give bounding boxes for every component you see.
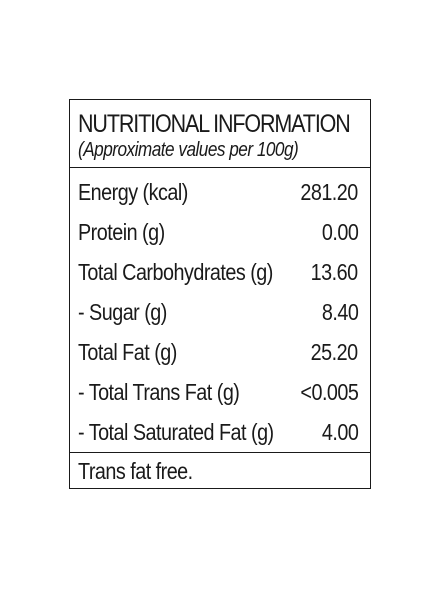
footer-note: Trans fat free.	[78, 458, 193, 484]
nutrition-footer: Trans fat free.	[70, 453, 370, 489]
nutrient-label: - Sugar (g)	[78, 299, 167, 325]
nutrient-value: 25.20	[311, 339, 358, 365]
nutrient-label: Total Carbohydrates (g)	[78, 259, 273, 285]
nutrient-value: 0.00	[321, 219, 359, 245]
nutrient-value: 4.00	[321, 419, 359, 445]
nutrient-value: 8.40	[321, 299, 359, 325]
nutrient-row-protein: Protein (g) 0.00	[70, 212, 370, 252]
nutrient-list: Energy (kcal) 281.20 Protein (g) 0.00 To…	[70, 168, 370, 453]
nutrient-value: 281.20	[300, 179, 359, 205]
nutrient-label: - Total Trans Fat (g)	[78, 379, 240, 405]
nutrient-label: Energy (kcal)	[78, 179, 188, 205]
nutrition-header: NUTRITIONAL INFORMATION (Approximate val…	[70, 100, 370, 168]
nutrition-subtitle: (Approximate values per 100g)	[78, 139, 299, 161]
nutrition-facts-panel: NUTRITIONAL INFORMATION (Approximate val…	[69, 99, 371, 489]
nutrient-row-carbohydrates: Total Carbohydrates (g) 13.60	[70, 252, 370, 292]
nutrient-row-trans-fat: - Total Trans Fat (g) <0.005	[70, 372, 370, 412]
nutrient-value: <0.005	[300, 379, 358, 405]
nutrient-label: Protein (g)	[78, 219, 165, 245]
nutrient-value: 13.60	[311, 259, 358, 285]
nutrition-title: NUTRITIONAL INFORMATION	[78, 110, 351, 138]
nutrient-row-energy: Energy (kcal) 281.20	[70, 172, 370, 212]
nutrient-row-total-fat: Total Fat (g) 25.20	[70, 332, 370, 372]
nutrient-label: Total Fat (g)	[78, 339, 177, 365]
nutrient-row-saturated-fat: - Total Saturated Fat (g) 4.00	[70, 412, 370, 452]
nutrient-row-sugar: - Sugar (g) 8.40	[70, 292, 370, 332]
nutrient-label: - Total Saturated Fat (g)	[78, 419, 274, 445]
